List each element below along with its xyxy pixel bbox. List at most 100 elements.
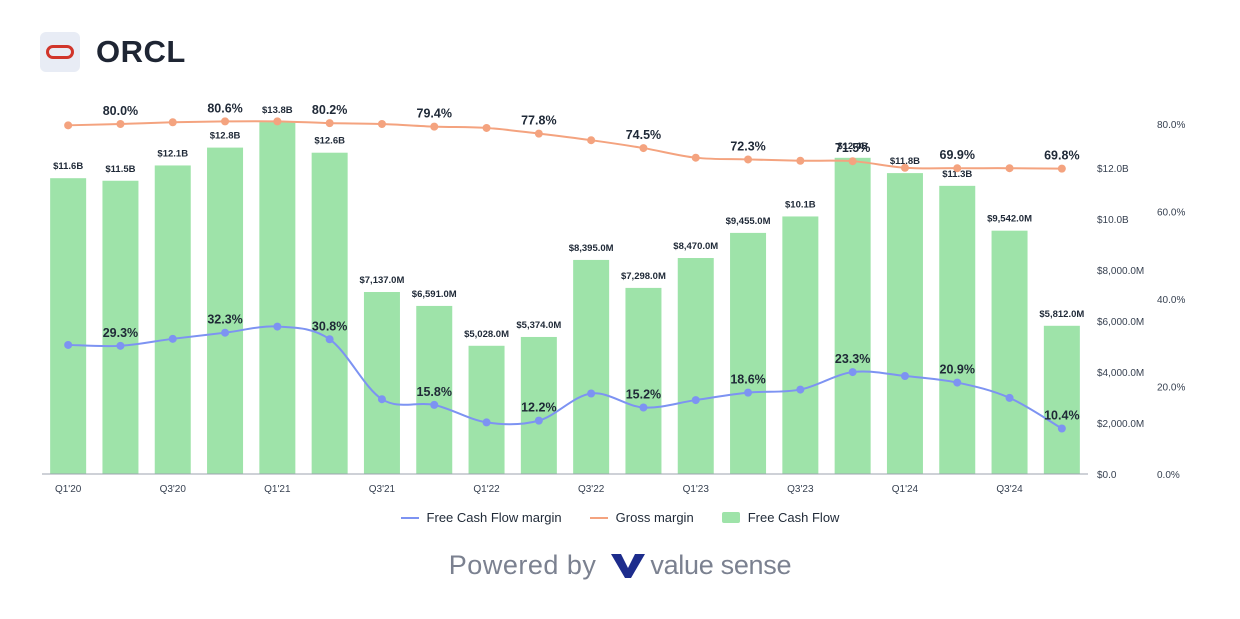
fcf-bar-10 [573, 259, 610, 474]
fcf-bar-label-18: $9,542.0M [987, 214, 1032, 225]
fcf-bar-0 [50, 178, 87, 474]
fcf-bar-2 [154, 165, 191, 474]
fcf-margin-point-1 [116, 341, 125, 350]
fcf-margin-point-11 [639, 403, 648, 412]
fcf-bar-label-7: $6,591.0M [412, 289, 457, 300]
y-left-tick-label-0: $0.0 [1097, 470, 1117, 481]
gross-margin-label-7: 79.4% [417, 107, 452, 121]
fcf-margin-point-4 [273, 322, 282, 331]
y-right-tick-label-1: 20.0% [1157, 383, 1185, 394]
gross-margin-point-6 [377, 120, 386, 128]
y-left-tick-label-3: $6,000.0M [1097, 317, 1144, 328]
fcf-margin-point-3 [221, 328, 230, 337]
fcf-bar-label-8: $5,028.0M [464, 329, 509, 340]
gross-margin-point-18 [1005, 164, 1014, 173]
gross-margin-point-12 [691, 153, 700, 162]
fcf-bar-label-10: $8,395.0M [569, 243, 614, 254]
fcf-margin-point-17 [953, 378, 962, 387]
fcf-margin-point-18 [1005, 393, 1014, 402]
company-logo-icon [40, 32, 80, 72]
legend-swatch-gross-margin [589, 516, 608, 519]
chart-legend: Free Cash Flow margin Gross margin Free … [0, 510, 1240, 525]
fcf-margin-point-14 [796, 385, 805, 394]
fcf-margin-line [68, 325, 1063, 430]
gross-margin-point-17 [953, 164, 962, 173]
y-left-tick-label-6: $12.0B [1097, 164, 1129, 175]
fcf-margin-label-9: 12.2% [521, 401, 556, 415]
fcf-margin-label-5: 30.8% [312, 319, 347, 333]
fcf-bar-label-14: $10.1B [785, 199, 816, 210]
fcf-bar-8 [468, 345, 505, 474]
y-left-tick-label-4: $8,000.0M [1097, 266, 1144, 277]
fcf-bar-13 [730, 232, 767, 474]
footer: Powered by value sense [0, 550, 1240, 581]
fcf-margin-label-17: 20.9% [940, 363, 975, 377]
y-right-tick-label-0: 0.0% [1157, 470, 1180, 481]
gross-margin-label-11: 74.5% [626, 128, 661, 142]
fcf-margin-label-19: 10.4% [1044, 409, 1079, 423]
fcf-bar-15 [834, 157, 871, 475]
gross-margin-point-11 [639, 144, 648, 153]
legend-label-gross-margin: Gross margin [615, 510, 694, 525]
x-tick-label-2: Q3'20 [160, 484, 187, 495]
fcf-bar-17 [939, 185, 976, 474]
legend-item-fcf-margin[interactable]: Free Cash Flow margin [400, 510, 562, 525]
gross-margin-point-5 [325, 119, 334, 128]
gross-margin-point-9 [534, 129, 543, 138]
y-left-tick-label-2: $4,000.0M [1097, 368, 1144, 379]
chart-area: $11.6B $11.5B $12.1B $12.8B $13.8B $12.6B $7,1… [42, 101, 1185, 495]
fcf-bar-label-0: $11.6B [53, 161, 83, 172]
fcf-bar-label-13: $9,455.0M [726, 216, 771, 227]
gross-margin-point-7 [430, 122, 439, 131]
fcf-margin-label-11: 15.2% [626, 388, 661, 402]
gross-margin-point-16 [900, 163, 909, 172]
fcf-margin-point-13 [744, 388, 753, 397]
gross-margin-label-15: 71.5% [835, 141, 870, 155]
fcf-margin-point-0 [64, 340, 73, 349]
x-tick-label-4: Q1'21 [264, 484, 291, 495]
legend-item-fcf[interactable]: Free Cash Flow [721, 510, 840, 525]
fcf-bar-19 [1043, 325, 1080, 474]
fcf-bar-12 [677, 258, 714, 474]
fcf-bar-5 [311, 152, 348, 474]
legend-swatch-fcf-margin [400, 516, 419, 519]
fcf-margin-label-3: 32.3% [207, 313, 242, 327]
fcf-margin-label-7: 15.8% [417, 385, 452, 399]
gross-margin-label-17: 69.9% [940, 148, 975, 162]
fcf-margin-point-12 [691, 396, 700, 405]
x-tick-label-14: Q3'23 [787, 484, 814, 495]
gross-margin-label-9: 77.8% [521, 114, 556, 128]
fcf-bar-label-2: $12.1B [157, 148, 188, 159]
fcf-bar-4 [259, 122, 296, 474]
fcf-bar-18 [991, 230, 1028, 474]
powered-by-text: Powered by [448, 550, 597, 580]
fcf-margin-point-8 [482, 418, 491, 427]
legend-swatch-fcf [721, 512, 740, 523]
gross-margin-line [68, 120, 1062, 170]
gross-margin-point-4 [273, 117, 282, 126]
legend-label-fcf: Free Cash Flow [747, 510, 840, 525]
fcf-margin-point-6 [377, 395, 386, 404]
gross-margin-label-19: 69.8% [1044, 149, 1079, 163]
x-tick-label-18: Q3'24 [996, 484, 1023, 495]
fcf-margin-point-5 [325, 335, 334, 344]
fcf-bar-11 [625, 287, 662, 474]
x-tick-label-10: Q3'22 [578, 484, 605, 495]
fcf-bar-label-5: $12.6B [314, 136, 345, 147]
y-right-tick-label-2: 40.0% [1157, 295, 1185, 306]
brand-logo[interactable]: value sense [610, 550, 791, 581]
fcf-margin-point-9 [534, 416, 543, 425]
gross-margin-point-1 [116, 120, 125, 128]
legend-item-gross-margin[interactable]: Gross margin [589, 510, 694, 525]
fcf-bar-14 [782, 216, 819, 474]
fcf-bar-16 [886, 173, 923, 474]
gross-margin-point-15 [848, 157, 857, 166]
x-tick-label-12: Q1'23 [683, 484, 710, 495]
fcf-margin-point-16 [900, 372, 909, 380]
fcf-bar-label-12: $8,470.0M [673, 241, 718, 252]
ticker-title: ORCL [96, 34, 186, 69]
fcf-margin-point-10 [587, 389, 596, 398]
fcf-bar-7 [416, 305, 453, 474]
fcf-margin-label-15: 23.3% [835, 352, 870, 366]
x-tick-label-16: Q1'24 [892, 484, 919, 495]
